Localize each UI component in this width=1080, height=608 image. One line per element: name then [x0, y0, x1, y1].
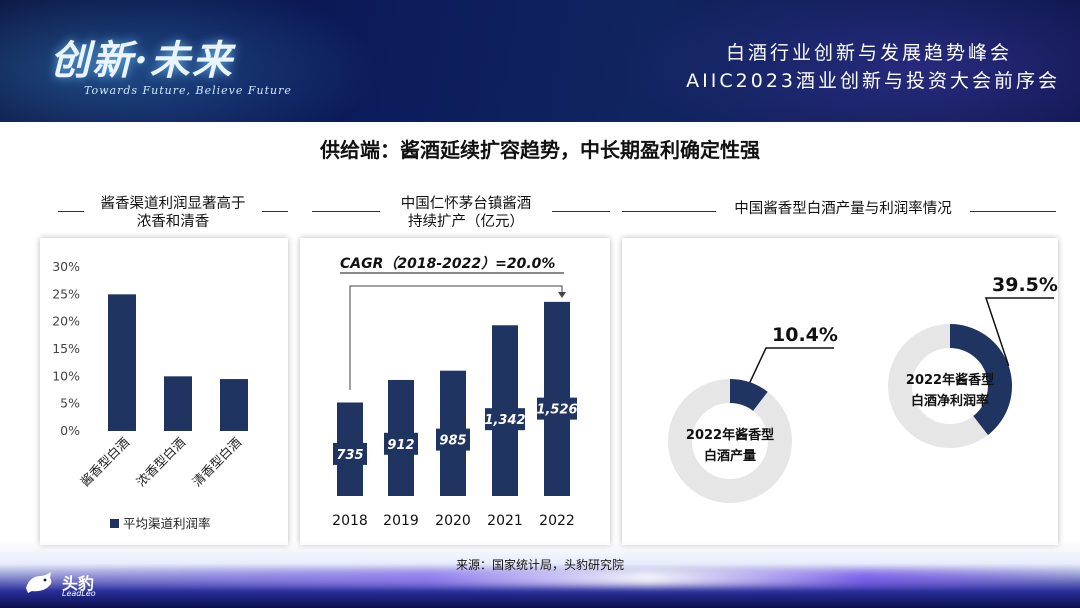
donut-label-line2: 白酒净利润率	[911, 393, 989, 409]
x-tick-label: 清香型白酒	[189, 435, 244, 490]
x-tick-label: 2019	[383, 513, 419, 529]
data-label: 1,342	[484, 413, 525, 428]
bar	[220, 379, 248, 431]
left-chart-title-line1: 酱香渠道利润显著高于	[100, 196, 246, 212]
data-label: 735	[336, 448, 363, 463]
x-tick-label: 浓香型白酒	[133, 435, 188, 490]
middle-chart-title: 中国仁怀茅台镇酱酒 持续扩产（亿元）	[380, 195, 552, 231]
donut-slice	[730, 379, 768, 411]
title-rule	[312, 211, 380, 212]
capacity-chart: CAGR（2018-2022）=20.0% 735 912 985 1,342 1,52…	[332, 255, 577, 529]
leader-line	[984, 297, 1054, 367]
y-tick-label: 20%	[52, 314, 80, 329]
header-glow-right	[620, 0, 1080, 122]
y-tick-label: 0%	[60, 423, 80, 438]
channel-margin-chart: 0% 5% 10% 15% 20% 25% 30% 酱香型白酒 浓香型白酒 清香型白酒 平均渠道…	[52, 259, 248, 531]
data-label-box	[537, 397, 577, 420]
left-chart-title-line2: 浓香和清香	[136, 214, 210, 230]
data-label: 912	[387, 438, 414, 453]
source-note: 来源：国家统计局，头豹研究院	[455, 558, 624, 572]
event-title-line1: 白酒行业创新与发展趋势峰会	[725, 42, 1012, 64]
leadleo-brand: 头豹 LeadLeo	[24, 568, 104, 600]
title-rule	[970, 211, 1056, 212]
y-tick-label: 10%	[52, 368, 80, 383]
middle-chart-title-line1: 中国仁怀茅台镇酱酒	[400, 196, 532, 212]
event-title-line2: AIIC2023酒业创新与投资大会前序会	[686, 70, 1060, 92]
donut-label-line1: 2022年酱香型	[906, 372, 994, 388]
footer-band	[0, 540, 1080, 608]
y-tick-label: 5%	[60, 396, 80, 411]
left-chart-title: 酱香渠道利润显著高于 浓香和清香	[84, 195, 262, 231]
x-tick-label: 2020	[435, 513, 471, 529]
x-tick-label: 酱香型白酒	[77, 435, 132, 490]
legend-swatch	[110, 519, 119, 528]
data-label-box	[485, 408, 525, 431]
event-logo-tagline: Towards Future, Believe Future	[84, 84, 292, 97]
x-tick-label: 2022	[539, 513, 575, 529]
x-tick-label: 2021	[487, 513, 523, 529]
y-tick-label: 30%	[52, 259, 80, 274]
event-logo: 创新·未来	[50, 37, 234, 84]
slide-title: 供给端：酱酒延续扩容趋势，中长期盈利确定性强	[320, 138, 760, 162]
title-rule	[262, 211, 288, 212]
middle-chart-title-line2: 持续扩产（亿元）	[408, 214, 524, 230]
donut-label-line2: 白酒产量	[704, 448, 756, 464]
cagr-arrow-icon	[558, 292, 566, 298]
channel-margin-panel: 0% 5% 10% 15% 20% 25% 30% 酱香型白酒 浓香型白酒 清香型白酒 平均渠道…	[40, 238, 288, 545]
donut-slice	[950, 324, 1013, 435]
legend-label: 平均渠道利润率	[123, 516, 211, 531]
cagr-annotation: CAGR（2018-2022）=20.0%	[340, 255, 555, 272]
donut-value-label: 39.5%	[992, 274, 1058, 296]
donut-value-label: 10.4%	[772, 324, 838, 346]
data-label: 985	[439, 434, 466, 449]
title-rule	[58, 211, 84, 212]
brand-name: 头豹	[62, 574, 95, 593]
y-tick-label: 15%	[52, 341, 80, 356]
bar	[164, 376, 192, 431]
output-margin-panel: 2022年酱香型 白酒产量 10.4% 2022年酱香型 白酒净利润率 39.5%	[622, 238, 1058, 545]
data-label-box	[436, 428, 470, 451]
data-label: 1,526	[536, 403, 577, 418]
data-label-box	[384, 432, 418, 455]
brand-sub: LeadLeo	[62, 589, 96, 598]
bar	[108, 294, 136, 431]
x-tick-label: 2018	[332, 513, 368, 529]
y-tick-label: 25%	[52, 286, 80, 301]
title-rule	[622, 211, 716, 212]
title-rule	[552, 211, 610, 212]
cagr-bracket	[349, 285, 563, 390]
right-chart-title: 中国酱香型白酒产量与利润率情况	[734, 201, 952, 217]
capacity-panel: CAGR（2018-2022）=20.0% 735 912 985 1,342 1,52…	[300, 238, 610, 545]
data-label-box	[333, 442, 367, 465]
footer-light-streak	[0, 570, 1080, 586]
leopard-icon	[26, 572, 52, 593]
donut-label-line1: 2022年酱香型	[686, 427, 774, 443]
header-banner: 创新·未来 Towards Future, Believe Future 白酒行…	[0, 0, 1080, 122]
header-glow	[0, 0, 380, 122]
leader-line	[749, 347, 834, 383]
